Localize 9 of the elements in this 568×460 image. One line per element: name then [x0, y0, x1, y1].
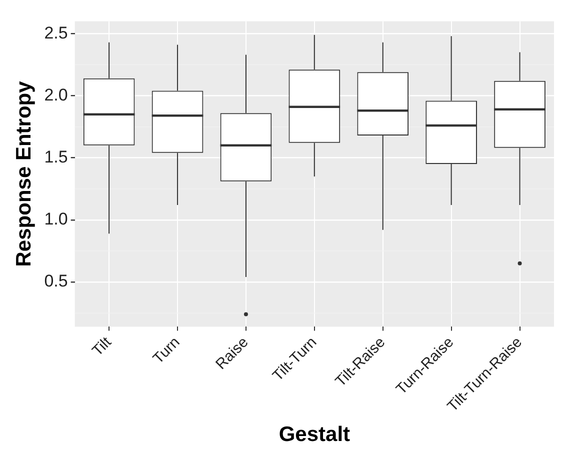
- y-tick-label: 1.5: [44, 148, 68, 167]
- y-tick-label: 2.5: [44, 23, 68, 42]
- y-tick-label: 0.5: [44, 272, 68, 291]
- y-tick-label: 1.0: [44, 210, 68, 229]
- x-tick-label: Tilt: [89, 333, 116, 360]
- y-tick-label: 2.0: [44, 85, 68, 104]
- x-axis-title: Gestalt: [278, 423, 350, 446]
- x-tick-label: Turn: [150, 334, 184, 368]
- y-axis-title: Response Entropy: [12, 80, 36, 267]
